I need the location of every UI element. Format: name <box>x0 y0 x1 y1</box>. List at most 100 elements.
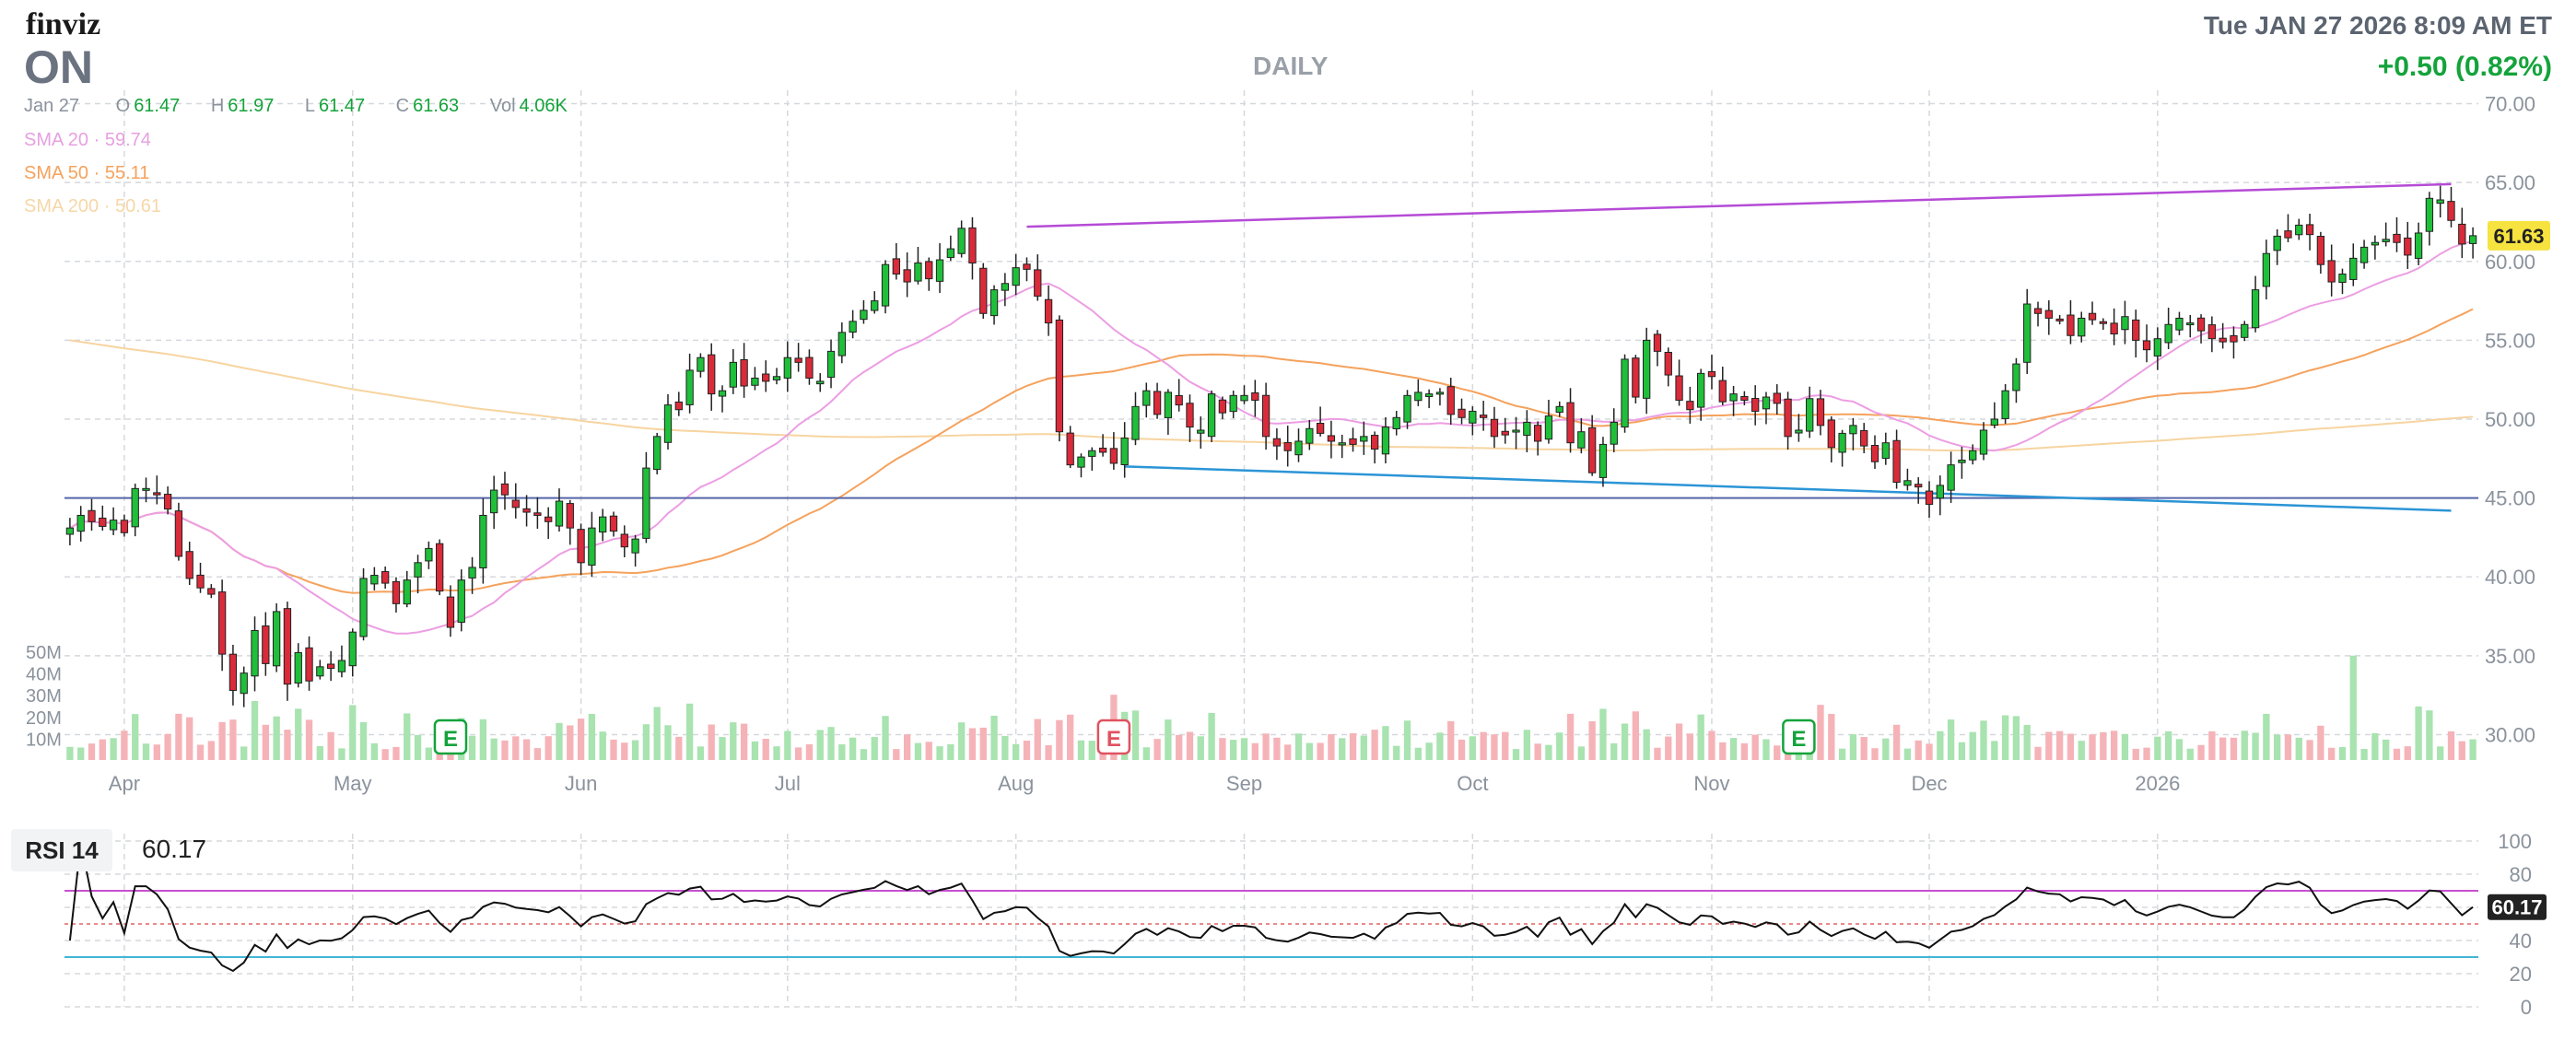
candle-up <box>1142 390 1151 406</box>
volume-bar <box>1566 713 1575 760</box>
candle-up <box>642 467 650 539</box>
volume-bar <box>860 749 868 760</box>
volume-bar <box>2186 748 2194 760</box>
volume-bar <box>1414 747 1422 760</box>
candle-down <box>1490 418 1499 438</box>
earnings-marker <box>1096 719 1131 755</box>
volume-bar <box>186 717 193 760</box>
candle-up <box>599 516 607 533</box>
volume-bar <box>2100 731 2107 760</box>
volume-bar <box>1686 733 1694 760</box>
volume-bar <box>392 746 400 760</box>
month-label: Nov <box>1693 772 1729 795</box>
earnings-label: E <box>1791 727 1806 752</box>
candle-up <box>479 514 487 569</box>
volume-bar <box>1926 743 1933 760</box>
candle-up <box>1610 421 1618 445</box>
candle-down <box>1349 438 1357 445</box>
volume-bar <box>794 747 802 760</box>
price-tick-label: 45.00 <box>2485 487 2535 510</box>
candle-down <box>1034 269 1042 297</box>
candle-down <box>2132 319 2140 341</box>
volume-bar <box>370 742 379 760</box>
month-label: Jul <box>775 772 801 795</box>
volume-tick-label: 10M <box>26 730 62 750</box>
candle-up <box>1598 443 1608 478</box>
volume-bar <box>903 734 911 760</box>
candle-up <box>1979 429 1988 455</box>
sma20-value: 59.74 <box>104 130 151 150</box>
candle-down <box>120 520 129 533</box>
price-tick-label: 30.00 <box>2485 723 2535 746</box>
candle-down <box>674 401 683 411</box>
open-key: O <box>115 96 131 116</box>
candle-down <box>1283 441 1292 451</box>
candle-down <box>2099 321 2107 324</box>
candle-up <box>1849 425 1857 435</box>
volume-bar <box>77 747 85 760</box>
volume-bar <box>2404 746 2411 760</box>
volume-bar <box>784 730 791 760</box>
candle-down <box>1109 448 1118 464</box>
finviz-logo[interactable]: finviz <box>26 7 101 41</box>
candle-up <box>1414 391 1423 402</box>
candle-down <box>305 647 313 682</box>
volume-bar <box>2078 741 2085 760</box>
volume-bar <box>490 738 498 760</box>
period-label[interactable]: DAILY <box>1253 52 1329 80</box>
volume-bar <box>1588 721 1596 760</box>
candle-up <box>1544 415 1553 440</box>
candle-down <box>2219 337 2227 343</box>
volume-bar <box>1403 720 1411 760</box>
volume-bar <box>1349 732 1357 760</box>
candle-up <box>109 520 118 531</box>
candle-up <box>2001 390 2009 419</box>
volume-bar <box>893 749 900 760</box>
volume-bar <box>1425 742 1433 760</box>
candle-up <box>457 579 465 623</box>
candle-down <box>1261 394 1270 438</box>
candle-up <box>1947 464 1955 491</box>
month-label: 2026 <box>2135 772 2180 795</box>
candle-down <box>1458 408 1466 418</box>
sma50-legend[interactable]: SMA 50 · 55.11 <box>24 163 150 183</box>
volume-bar <box>175 713 182 760</box>
volume-bar <box>1849 734 1857 760</box>
candle-down <box>620 533 628 548</box>
candle-up <box>2468 235 2477 244</box>
candle-down <box>762 373 770 382</box>
candle-down <box>228 653 238 692</box>
candle-down <box>2230 334 2238 343</box>
candle-up <box>1131 405 1140 440</box>
candle-down <box>1686 401 1694 411</box>
last-price-tag <box>2488 220 2550 251</box>
volume-bar <box>1817 705 1824 760</box>
volume-bar <box>327 731 334 760</box>
candle-down <box>740 359 748 387</box>
volume-bar <box>2295 737 2302 760</box>
volume-bar <box>2263 713 2270 760</box>
volume-bar <box>719 737 726 760</box>
candle-up <box>1795 429 1803 434</box>
sma20-legend[interactable]: SMA 20 · 59.74 <box>24 130 151 150</box>
volume-bar <box>990 715 998 760</box>
candle-up <box>240 672 248 695</box>
sma200-legend[interactable]: SMA 200 · 50.61 <box>24 196 162 216</box>
volume-bar <box>2055 730 2064 760</box>
volume-bar <box>2415 706 2422 760</box>
candle-up <box>2186 322 2195 326</box>
volume-bar <box>1577 746 1586 760</box>
volume-bar <box>88 743 96 760</box>
rsi-label[interactable]: RSI 14 <box>11 829 112 871</box>
sma20-line <box>69 240 2474 635</box>
volume-bar <box>675 736 683 760</box>
volume-bar <box>2023 724 2031 760</box>
volume-bar <box>1632 711 1640 760</box>
volume-bar <box>2338 746 2347 760</box>
volume-bar <box>110 738 117 760</box>
candle-up <box>718 390 727 397</box>
volume-bar <box>425 747 433 760</box>
candle-down <box>925 261 933 280</box>
volume-bar <box>2328 747 2336 760</box>
